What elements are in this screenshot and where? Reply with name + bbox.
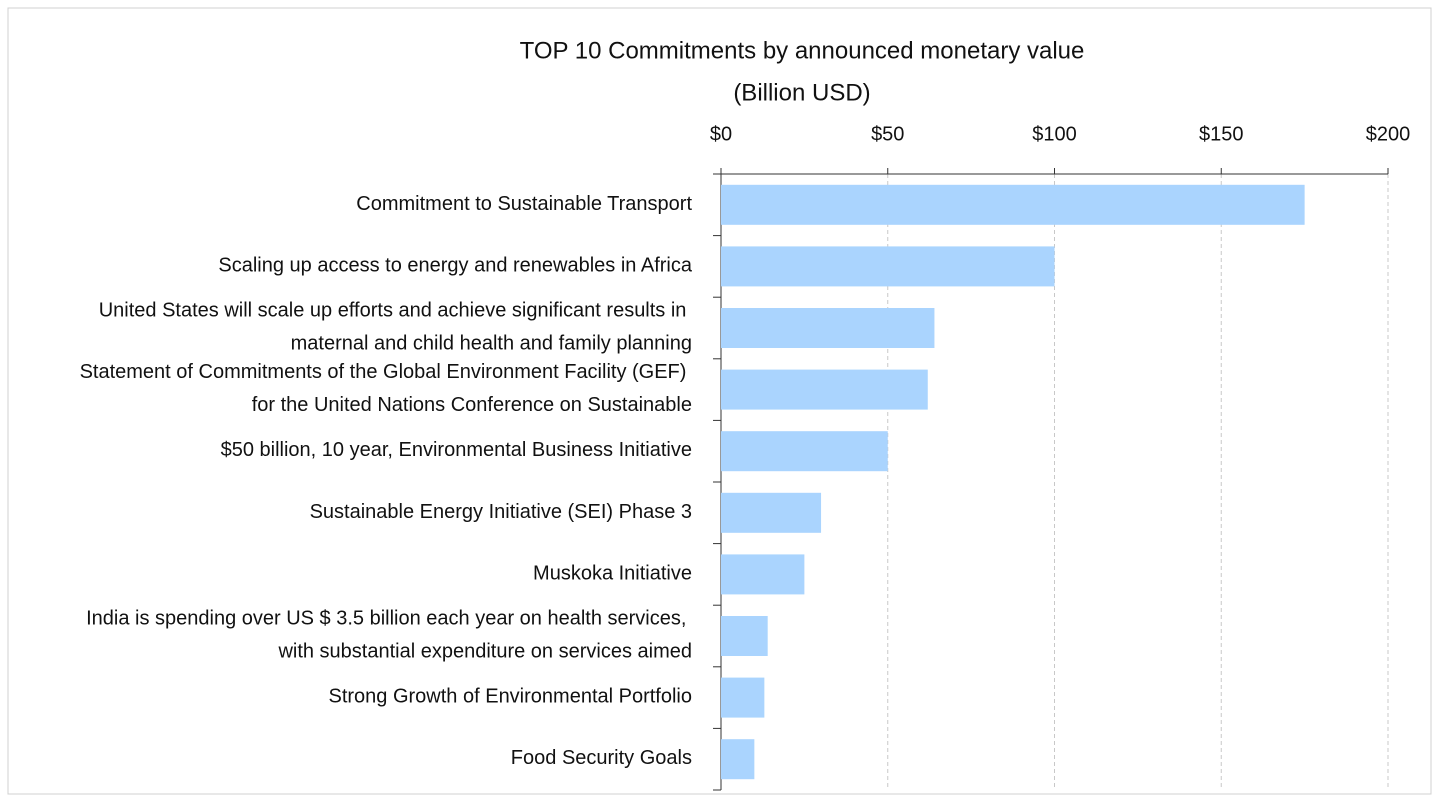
- bar: [721, 184, 1305, 225]
- y-tick-label: Strong Growth of Environmental Portfolio: [328, 686, 692, 708]
- bar: [721, 308, 935, 348]
- bar: [721, 739, 755, 780]
- bar: [721, 677, 765, 718]
- y-tick-label: India is spending over US $ 3.5 billion …: [86, 608, 692, 663]
- chart-title: TOP 10 Commitments by announced monetary…: [520, 37, 1085, 64]
- y-tick-label: Food Security Goals: [511, 747, 692, 769]
- y-tick-label: Muskoka Initiative: [533, 563, 692, 585]
- x-tick-label: $150: [1199, 123, 1244, 145]
- bar: [721, 554, 805, 595]
- y-tick-label: $50 billion, 10 year, Environmental Busi…: [221, 439, 692, 461]
- x-tick-label: $200: [1366, 123, 1411, 145]
- bar: [721, 616, 768, 656]
- bar: [721, 431, 888, 472]
- bar: [721, 246, 1055, 287]
- bar: [721, 492, 822, 533]
- y-tick-label: United States will scale up efforts and …: [99, 300, 692, 355]
- y-tick-label: Commitment to Sustainable Transport: [356, 193, 692, 215]
- y-tick-label: Sustainable Energy Initiative (SEI) Phas…: [310, 501, 692, 523]
- x-tick-label: $0: [710, 123, 732, 145]
- bar: [721, 369, 928, 410]
- x-tick-label: $50: [871, 123, 904, 145]
- chart-subtitle: (Billion USD): [733, 79, 870, 106]
- x-tick-label: $100: [1032, 123, 1077, 145]
- y-tick-label: Statement of Commitments of the Global E…: [80, 361, 692, 416]
- chart-border: [7, 7, 1432, 795]
- y-tick-label: Scaling up access to energy and renewabl…: [218, 255, 692, 277]
